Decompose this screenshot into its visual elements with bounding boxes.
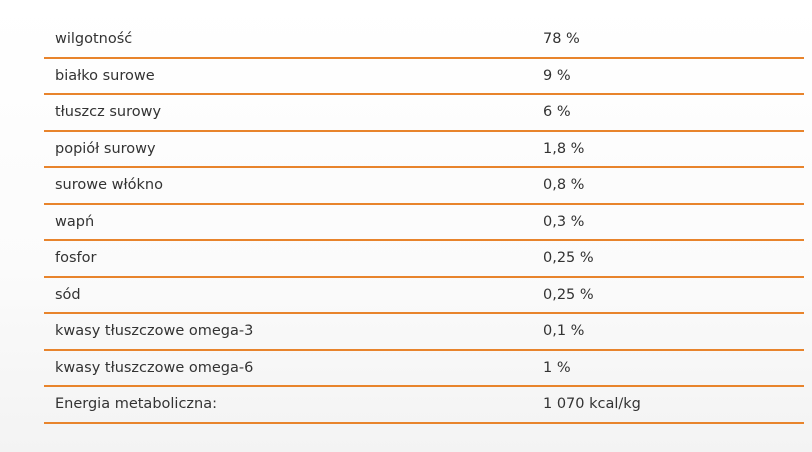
nutrient-name: kwasy tłuszczowe omega-6 (44, 349, 532, 387)
table-row: sód 0,25 % (44, 276, 804, 314)
nutrient-value: 9 % (532, 57, 804, 95)
nutrient-value: 6 % (532, 94, 804, 132)
table-row: fosfor 0,25 % (44, 240, 804, 278)
nutrient-value: 0,3 % (532, 203, 804, 241)
nutrition-table: wilgotność 78 % białko surowe 9 % tłuszcz su… (44, 22, 804, 424)
table-body: wilgotność 78 % białko surowe 9 % tłuszcz su… (44, 22, 804, 424)
nutrient-value: 0,25 % (532, 240, 804, 278)
nutrient-name: tłuszcz surowy (44, 94, 532, 132)
table-row: kwasy tłuszczowe omega-3 0,1 % (44, 313, 804, 351)
table-row: tłuszcz surowy 6 % (44, 94, 804, 132)
table-row: surowe włókno 0,8 % (44, 167, 804, 205)
nutrient-value: 0,25 % (532, 276, 804, 314)
nutrient-value: 1 070 kcal/kg (532, 386, 804, 424)
nutrient-name: białko surowe (44, 57, 532, 95)
nutrient-name: kwasy tłuszczowe omega-3 (44, 313, 532, 351)
table-row: kwasy tłuszczowe omega-6 1 % (44, 349, 804, 387)
nutrient-name: surowe włókno (44, 167, 532, 205)
nutrient-value: 0,1 % (532, 313, 804, 351)
nutrient-value: 0,8 % (532, 167, 804, 205)
nutrient-value: 1 % (532, 349, 804, 387)
table-row: białko surowe 9 % (44, 57, 804, 95)
nutrient-value: 78 % (532, 22, 804, 59)
nutrient-name: fosfor (44, 240, 532, 278)
nutrient-name: wilgotność (44, 22, 532, 59)
nutrition-table-container: wilgotność 78 % białko surowe 9 % tłuszcz su… (44, 22, 804, 424)
nutrient-name: wapń (44, 203, 532, 241)
table-row: wapń 0,3 % (44, 203, 804, 241)
nutrient-value: 1,8 % (532, 130, 804, 168)
nutrient-name: Energia metaboliczna: (44, 386, 532, 424)
nutrient-name: popiół surowy (44, 130, 532, 168)
table-row: Energia metaboliczna: 1 070 kcal/kg (44, 386, 804, 424)
nutrient-name: sód (44, 276, 532, 314)
table-row: popiół surowy 1,8 % (44, 130, 804, 168)
table-row: wilgotność 78 % (44, 22, 804, 59)
